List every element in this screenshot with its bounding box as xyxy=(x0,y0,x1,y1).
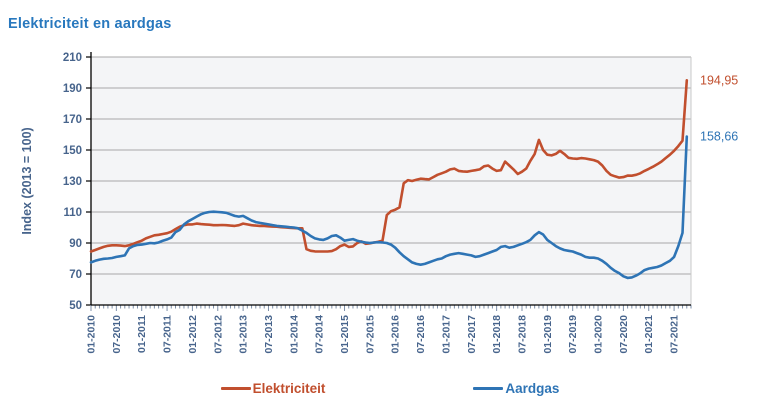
x-tick-label: 01-2013 xyxy=(238,315,250,354)
elektriciteit-line xyxy=(89,79,689,253)
x-tick-label: 07-2010 xyxy=(111,315,123,354)
x-tick-label: 07-2013 xyxy=(263,315,275,354)
aardgas-end-value: 158,66 xyxy=(700,130,738,144)
x-tick-label: 01-2014 xyxy=(288,315,300,354)
x-tick-label: 07-2016 xyxy=(415,315,427,354)
y-tick-label: 210 xyxy=(63,52,82,64)
elektriciteit-line-swatch xyxy=(220,386,251,390)
x-tick-label: 01-2010 xyxy=(86,315,98,354)
price-index-chart: 50 70 90 110 130 150 170 190 210 01-2010 07-2010 01… xyxy=(20,52,738,354)
x-tick-label: 01-2020 xyxy=(593,315,605,354)
aardgas-line-swatch xyxy=(473,386,504,390)
chart-legend: Elektriciteit Aardgas xyxy=(90,372,690,404)
y-axis-title: Index (2013 = 100) xyxy=(20,127,34,234)
y-tick-label: 110 xyxy=(63,207,82,219)
x-tick-label: 07-2019 xyxy=(567,315,579,354)
x-tick-label: 07-2018 xyxy=(516,315,528,354)
y-tick-label: 190 xyxy=(63,83,82,95)
x-tick-label: 01-2011 xyxy=(136,315,148,353)
y-tick-label: 150 xyxy=(63,145,82,157)
x-tick-label: 01-2016 xyxy=(390,315,402,354)
x-tick-label: 01-2021 xyxy=(643,315,655,354)
y-tick-label: 170 xyxy=(63,114,82,126)
x-tick-label: 07-2015 xyxy=(364,315,376,354)
legend-label-aardgas: Aardgas xyxy=(505,380,560,396)
x-tick-label: 07-2017 xyxy=(466,315,478,354)
y-tick-label: 50 xyxy=(69,300,82,312)
x-tick-label: 07-2020 xyxy=(618,315,630,354)
legend-item-elektriciteit: Elektriciteit xyxy=(220,380,326,396)
y-tick-label: 70 xyxy=(69,269,82,281)
elektriciteit-end-value: 194,95 xyxy=(700,73,738,87)
x-tick-label: 07-2011 xyxy=(162,315,174,353)
x-tick-label: 01-2018 xyxy=(491,315,503,354)
x-tick-label: 01-2012 xyxy=(187,315,199,354)
x-tick-label: 01-2015 xyxy=(339,315,351,354)
y-tick-label: 90 xyxy=(69,238,82,250)
y-tick-label: 130 xyxy=(63,176,82,188)
x-tick-label: 07-2021 xyxy=(669,315,681,354)
x-tick-label: 07-2014 xyxy=(314,315,326,354)
legend-label-elektriciteit: Elektriciteit xyxy=(252,380,326,396)
chart-title: Elektriciteit en aardgas xyxy=(8,16,172,32)
legend-item-aardgas: Aardgas xyxy=(473,381,559,396)
x-tick-label: 07-2012 xyxy=(212,315,224,354)
x-tick-label: 01-2017 xyxy=(440,315,452,354)
x-tick-label: 01-2019 xyxy=(542,315,554,354)
aardgas-line xyxy=(89,135,689,280)
